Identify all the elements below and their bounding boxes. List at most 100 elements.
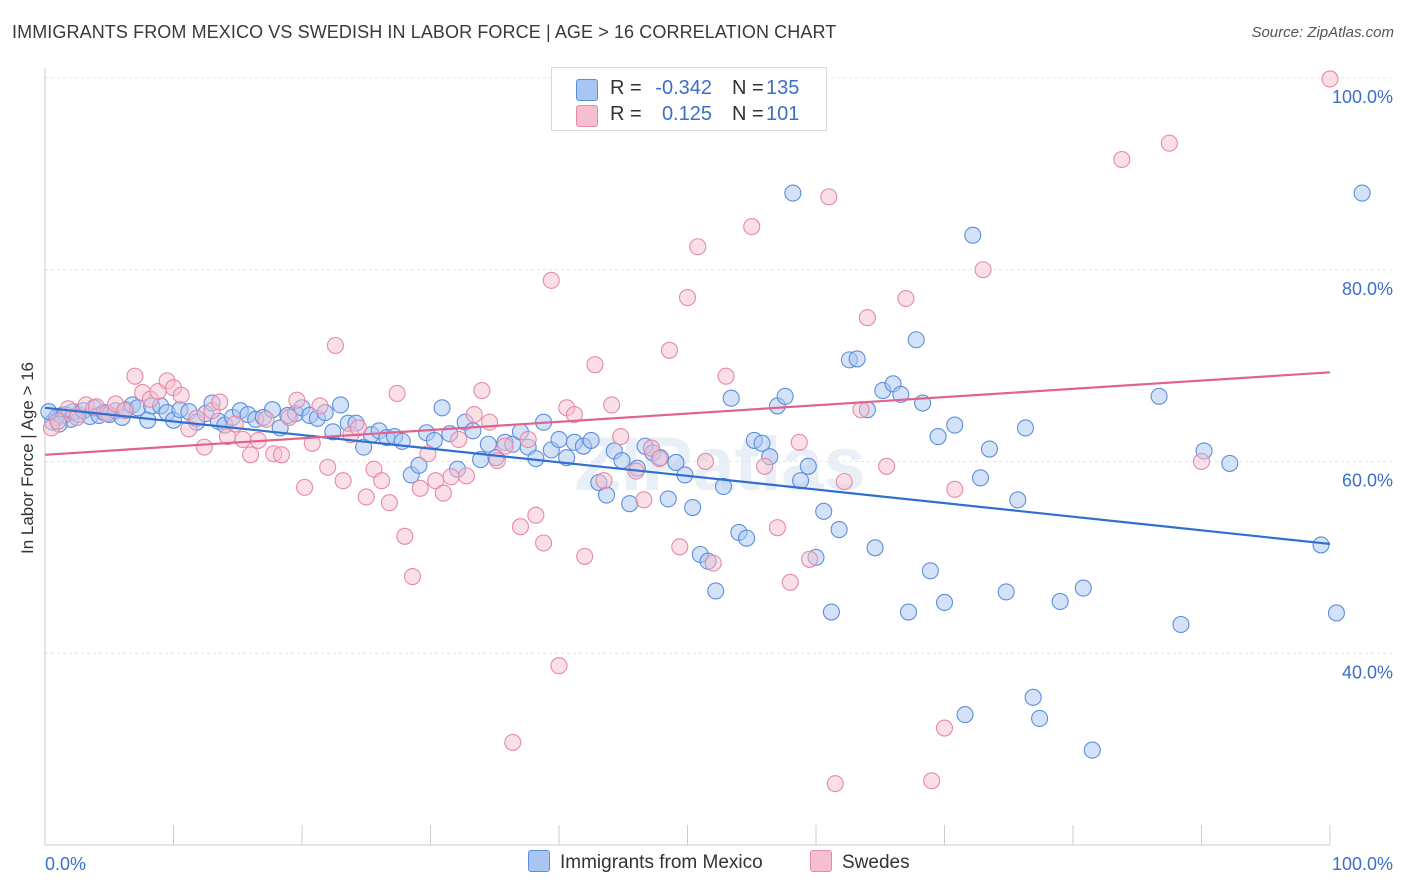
mexico-point	[550, 430, 568, 448]
mexico-point	[899, 603, 918, 621]
swedes-point	[481, 413, 499, 431]
swedes-point	[768, 519, 787, 537]
legend-label-mexico: Immigrants from Mexico	[560, 852, 763, 873]
swedes-point	[704, 554, 722, 572]
mexico-point	[1051, 592, 1069, 611]
legend-n-value: 135	[766, 77, 800, 99]
swedes-point	[586, 356, 604, 374]
mexico-point	[753, 434, 771, 452]
x-tick-label-min: 0.0%	[45, 854, 86, 874]
mexico-point	[659, 490, 677, 508]
swedes-point	[595, 472, 613, 490]
x-tick-label-max: 100.0%	[1332, 854, 1393, 874]
swedes-point	[678, 289, 697, 307]
swedes-point	[935, 719, 954, 737]
legend-swatch-pink	[576, 105, 598, 127]
mexico-point	[613, 451, 631, 470]
mexico-point	[621, 495, 639, 513]
mexico-point	[1172, 615, 1190, 634]
swedes-point	[717, 367, 735, 385]
swedes-point	[473, 382, 491, 400]
mexico-point	[1221, 454, 1239, 472]
swedes-point	[511, 518, 530, 536]
mexico-point	[822, 603, 840, 621]
trend-lines	[44, 371, 1331, 546]
legend-item-swedes: Swedes	[810, 850, 910, 874]
swedes-point	[116, 402, 134, 420]
swedes-point	[411, 479, 429, 497]
legend-n-label: N =	[732, 77, 764, 99]
mexico-point	[776, 387, 794, 405]
legend-swatch-pink	[810, 850, 832, 872]
series-swedes	[42, 70, 1339, 793]
mexico-point	[684, 498, 702, 517]
mexico-point	[946, 416, 964, 434]
swedes-point	[1321, 70, 1339, 88]
mexico-point	[1024, 688, 1042, 706]
swedes-point	[450, 430, 468, 448]
mexico-point	[971, 469, 990, 487]
mexico-point	[597, 486, 616, 504]
swedes-point	[756, 457, 774, 475]
swedes-point	[635, 491, 653, 509]
swedes-point	[388, 384, 406, 402]
swedes-point	[878, 457, 896, 475]
mexico-point	[956, 706, 974, 724]
swedes-point	[434, 484, 452, 502]
swedes-point	[826, 775, 844, 793]
chart-title: IMMIGRANTS FROM MEXICO VS SWEDISH IN LAB…	[12, 22, 837, 42]
mexico-point	[667, 453, 685, 472]
swedes-point	[465, 405, 483, 424]
trend-line-mexico	[44, 406, 1331, 546]
legend-label-swedes: Swedes	[842, 852, 910, 873]
mexico-point	[866, 539, 884, 557]
swedes-point	[126, 367, 144, 385]
mexico-point	[929, 428, 947, 446]
legend-r-value: -0.342	[655, 77, 712, 99]
swedes-point	[696, 452, 715, 471]
swedes-point	[49, 412, 67, 430]
swedes-point	[650, 450, 668, 468]
swedes-point	[946, 480, 964, 498]
swedes-point	[535, 534, 553, 552]
mexico-point	[479, 435, 497, 453]
swedes-point	[743, 218, 761, 236]
mexico-point	[1312, 536, 1330, 554]
mexico-point	[1083, 741, 1101, 759]
mexico-point	[997, 583, 1015, 601]
trend-line-swedes	[44, 371, 1331, 456]
mexico-point	[815, 502, 833, 520]
swedes-point	[172, 386, 190, 404]
mexico-point	[1009, 491, 1027, 509]
legend-r-value: 0.125	[661, 103, 712, 125]
swedes-point	[542, 271, 560, 289]
swedes-point	[974, 261, 992, 279]
mexico-point	[410, 456, 428, 474]
swedes-point	[858, 309, 876, 327]
mexico-point	[1016, 419, 1035, 437]
mexico-point	[921, 562, 939, 580]
swedes-point	[612, 428, 630, 446]
swedes-point	[211, 393, 229, 411]
swedes-point	[457, 467, 476, 485]
mexico-point	[714, 477, 733, 495]
mexico-point	[722, 389, 740, 407]
swedes-point	[1192, 452, 1211, 471]
swedes-point	[349, 419, 368, 437]
swedes-point	[242, 446, 260, 464]
swedes-point	[897, 289, 915, 308]
swedes-point	[272, 446, 290, 464]
swedes-point	[1113, 150, 1131, 169]
mexico-point	[892, 385, 910, 403]
swedes-point	[852, 401, 870, 419]
swedes-point	[257, 410, 275, 428]
swedes-point	[689, 238, 707, 256]
swedes-point	[660, 341, 679, 359]
mexico-point	[355, 438, 373, 456]
legend-row-swedes: R = 0.125 N = 101	[552, 102, 826, 128]
swedes-point	[801, 550, 819, 568]
swedes-point	[288, 391, 306, 409]
swedes-point	[781, 573, 799, 591]
legend-row-mexico: R = -0.342 N = 135	[552, 76, 826, 102]
y-tick-label: 80.0%	[1342, 279, 1393, 299]
